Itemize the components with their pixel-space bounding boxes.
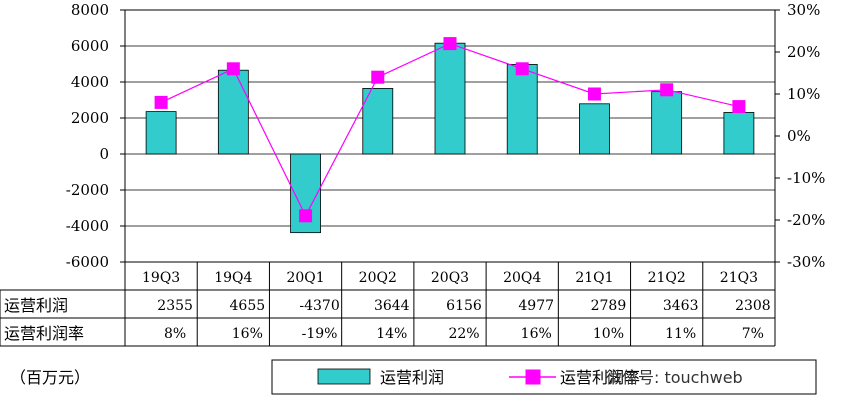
marker-operating-margin (226, 62, 240, 76)
y-right-tick-label: -20% (787, 211, 825, 229)
category-label: 21Q1 (575, 270, 613, 286)
marker-operating-margin (732, 100, 746, 114)
bar-operating-profit (362, 88, 394, 155)
data-label-operating-margin: 7% (742, 326, 764, 342)
bar-operating-profit (434, 42, 466, 155)
category-label: 21Q2 (648, 270, 686, 286)
watermark-text: 微信号: touchweb (606, 368, 743, 387)
data-label-operating-margin: -19% (302, 326, 338, 342)
y-left-tick-label: -2000 (66, 181, 109, 199)
bar-operating-profit (145, 111, 177, 155)
y-left-tick-label: 8000 (71, 1, 109, 19)
y-right-tick-label: 10% (787, 85, 820, 103)
data-label-operating-margin: 10% (593, 326, 624, 342)
marker-operating-margin (299, 209, 313, 223)
category-label: 20Q4 (503, 270, 541, 286)
y-left-tick-label: -6000 (66, 253, 109, 271)
marker-operating-margin (515, 62, 529, 76)
row-label-operating-profit: 运营利润 (4, 296, 68, 315)
data-label-operating-profit: 2308 (735, 298, 771, 314)
y-right-tick-label: 30% (787, 1, 820, 19)
legend-line-marker (525, 369, 541, 385)
y-left-tick-label: -4000 (66, 217, 109, 235)
data-label-operating-profit: 2355 (157, 298, 193, 314)
y-left-tick-label: 2000 (71, 109, 109, 127)
marker-operating-margin (371, 70, 385, 84)
y-left-tick-label: 0 (99, 145, 109, 163)
y-right-tick-label: -30% (787, 253, 825, 271)
data-label-operating-margin: 16% (521, 326, 552, 342)
legend-bar-swatch (317, 368, 371, 385)
data-label-operating-profit: 6156 (446, 298, 482, 314)
marker-operating-margin (443, 37, 457, 51)
data-label-operating-profit: -4370 (299, 298, 339, 314)
marker-operating-margin (587, 87, 601, 101)
category-label: 19Q3 (142, 270, 180, 286)
data-label-operating-margin: 14% (376, 326, 407, 342)
data-label-operating-margin: 16% (232, 326, 263, 342)
data-label-operating-profit: 4977 (518, 298, 554, 314)
data-label-operating-profit: 3644 (374, 298, 410, 314)
marker-operating-margin (154, 95, 168, 109)
y-right-tick-label: -10% (787, 169, 825, 187)
y-right-tick-label: 20% (787, 43, 820, 61)
data-label-operating-profit: 3463 (663, 298, 699, 314)
data-label-operating-margin: 11% (665, 326, 696, 342)
marker-operating-margin (660, 83, 674, 97)
bar-operating-profit (723, 112, 755, 155)
data-label-operating-margin: 8% (164, 326, 186, 342)
legend-line-label: 运营利润率 (560, 368, 640, 387)
bar-operating-profit (506, 64, 538, 155)
bar-operating-profit (651, 91, 683, 155)
legend-bar-label: 运营利润 (380, 368, 444, 387)
category-label: 19Q4 (214, 270, 252, 286)
category-label: 20Q1 (286, 270, 324, 286)
y-right-tick-label: 0% (787, 127, 811, 145)
data-label-operating-margin: 22% (448, 326, 479, 342)
category-label: 20Q2 (359, 270, 397, 286)
unit-note: （百万元） (10, 368, 90, 387)
y-left-tick-label: 4000 (71, 73, 109, 91)
bar-operating-profit (217, 69, 249, 155)
data-label-operating-profit: 2789 (591, 298, 627, 314)
bar-operating-profit (579, 103, 610, 155)
category-label: 21Q3 (720, 270, 758, 286)
data-label-operating-profit: 4655 (230, 298, 266, 314)
y-left-tick-label: 6000 (71, 37, 109, 55)
row-label-operating-margin: 运营利润率 (4, 324, 84, 343)
category-label: 20Q3 (431, 270, 469, 286)
